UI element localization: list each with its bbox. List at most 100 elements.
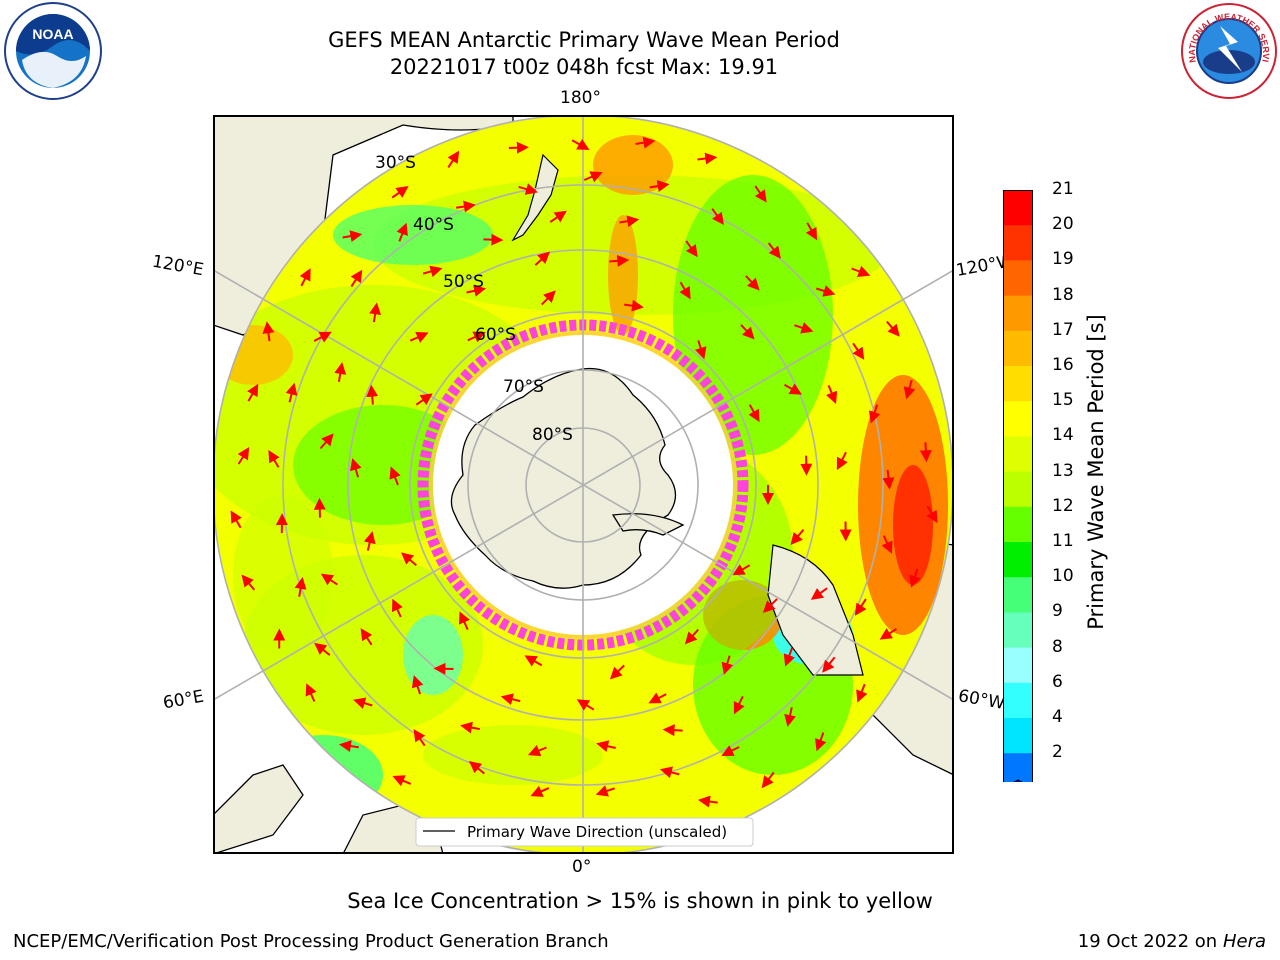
wave-direction-arrow (583, 171, 603, 183)
wave-direction-arrow (815, 732, 827, 752)
wave-direction-arrow (881, 535, 893, 554)
wave-direction-arrow (466, 284, 487, 297)
lat-label-30s: 30°S (375, 153, 416, 173)
colorbar (1003, 190, 1033, 782)
wave-direction-arrow (852, 342, 865, 360)
wave-direction-arrow (748, 404, 760, 423)
wave-direction-arrow (609, 664, 625, 680)
wave-direction-arrow (353, 697, 373, 709)
wave-direction-arrow (285, 382, 298, 403)
map-title: GEFS MEAN Antarctic Primary Wave Mean Pe… (328, 28, 840, 52)
wave-direction-arrow (767, 242, 781, 259)
wave-direction-arrow (868, 404, 881, 424)
wave-direction-arrow (697, 152, 718, 165)
wave-direction-arrow (571, 138, 590, 151)
wave-direction-arrow (401, 552, 417, 567)
colorbar-segment (1003, 542, 1033, 578)
colorbar-tick-label: 16 (1052, 355, 1074, 375)
wave-direction-arrow (649, 180, 670, 193)
sea-ice-note: Sea Ice Concentration > 15% is shown in … (347, 889, 933, 913)
map-frame (213, 115, 954, 854)
lat-label-70s: 70°S (503, 377, 544, 397)
wave-direction-arrow (659, 766, 680, 779)
wave-direction-arrow (305, 683, 317, 702)
colorbar-segment (1003, 647, 1033, 684)
wave-direction-arrow (549, 210, 567, 223)
wave-direction-arrow (856, 683, 868, 703)
wave-direction-arrow (596, 740, 616, 753)
colorbar-segment (1003, 718, 1033, 754)
wave-direction-arrow (447, 150, 460, 168)
wave-direction-arrow (500, 693, 521, 706)
colorbar-segment (1003, 612, 1033, 649)
colorbar-segment (1003, 471, 1033, 508)
nws-logo-icon: NATIONAL WEATHER SERVICE (1180, 2, 1277, 99)
colorbar-segment (1003, 366, 1033, 402)
wave-direction-arrow (609, 254, 630, 267)
wave-direction-arrow (903, 379, 916, 400)
wave-direction-arrow (534, 251, 550, 266)
wave-direction-arrow (761, 771, 775, 789)
colorbar-tick-label: 11 (1052, 531, 1074, 551)
wave-direction-arrow (268, 450, 280, 468)
wave-direction-arrow (391, 598, 403, 618)
wave-direction-arrow (711, 208, 724, 225)
colorbar-extend-arrow (1013, 779, 1023, 782)
colorbar-tick-label: 17 (1052, 319, 1074, 340)
colorbar-segment (1003, 436, 1033, 473)
colorbar-tick-label: 13 (1052, 460, 1074, 481)
wave-direction-arrow (294, 576, 307, 597)
colorbar-segment (1003, 577, 1033, 613)
wave-direction-arrow (805, 222, 818, 241)
lat-label-60s: 60°S (475, 325, 516, 345)
wave-direction-arrow (411, 675, 424, 695)
wave-direction-arrow (762, 598, 778, 614)
wave-direction-arrow (694, 340, 707, 360)
lon-label-120e: 120°E (150, 251, 206, 281)
wave-direction-arrow (745, 275, 760, 291)
wave-direction-arrow (230, 510, 242, 529)
wave-direction-arrow (237, 447, 250, 465)
new-zealand (511, 153, 559, 242)
wave-direction-arrow (854, 598, 867, 616)
antarctic-peninsula (611, 513, 685, 536)
wave-direction-arrow (784, 707, 796, 727)
polar-map: 30°S 40°S 50°S 60°S 70°S 80°S Primary Wa… (213, 115, 954, 854)
wave-direction-arrow (783, 647, 795, 667)
colorbar-segment (1003, 506, 1033, 543)
wave-direction-arrow (342, 230, 363, 243)
lat-label-40s: 40°S (413, 215, 454, 235)
wave-direction-arrow (360, 628, 373, 646)
wave-direction-arrow (415, 393, 433, 406)
wave-direction-arrow (810, 587, 828, 600)
wave-direction-arrow (508, 141, 529, 154)
wave-direction-arrow (679, 281, 691, 300)
map-legend: Primary Wave Direction (unscaled) (415, 817, 754, 847)
lon-label-60e: 60°E (161, 686, 206, 714)
colorbar-tick-label: 6 (1052, 671, 1063, 692)
colorbar-tick-label: 15 (1052, 390, 1074, 411)
wave-direction-arrow (836, 451, 848, 471)
wave-direction-arrow (518, 183, 538, 195)
wave-direction-arrow (576, 699, 595, 711)
wave-direction-arrow (409, 331, 429, 343)
colorbar-segment (1003, 225, 1033, 261)
wave-direction-arrow (299, 268, 311, 287)
colorbar-tick-label: 19 (1052, 249, 1074, 270)
wave-direction-arrow (822, 656, 836, 673)
wave-direction-arrow (524, 655, 543, 667)
wave-direction-arrow (468, 761, 486, 775)
lat-label-80s: 80°S (532, 425, 573, 445)
wave-direction-arrow (467, 331, 486, 343)
wave-direction-arrow (319, 433, 334, 450)
wave-direction-arrow (662, 724, 683, 737)
lon-label-0: 0° (572, 857, 592, 877)
wave-direction-arrow (826, 385, 838, 404)
colorbar-segment (1003, 682, 1033, 719)
wave-direction-arrow (458, 611, 470, 631)
wave-direction-arrow (595, 785, 616, 797)
colorbar-tick-label: 8 (1052, 636, 1063, 657)
wave-direction-arrow (483, 233, 504, 246)
wave-direction-arrow (879, 628, 898, 640)
wave-direction-arrow (926, 505, 938, 524)
